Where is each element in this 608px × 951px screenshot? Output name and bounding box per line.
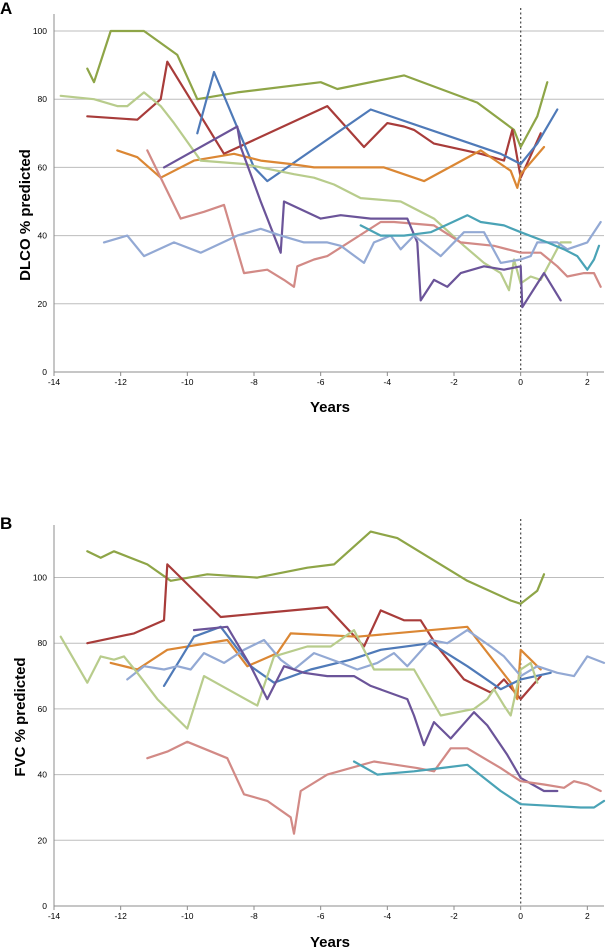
panel-b-series-line-orange bbox=[109, 625, 542, 701]
panel-a-y-tick-label: 60 bbox=[38, 162, 48, 172]
panel-b-y-tick-label: 100 bbox=[33, 573, 47, 583]
panel-b-x-tick-label: -4 bbox=[384, 911, 392, 921]
panel-b-y-tick-label: 60 bbox=[38, 704, 48, 714]
panel-b-x-tick-label: -14 bbox=[48, 911, 61, 921]
panel-b-x-tick-label: -2 bbox=[450, 911, 458, 921]
panel-b-x-tick-label: -12 bbox=[115, 911, 128, 921]
panel-a-x-tick-label: -4 bbox=[384, 377, 392, 387]
panel-a-y-tick-label: 40 bbox=[38, 231, 48, 241]
panel-a-series-line-medium-blue bbox=[196, 70, 559, 183]
panel-a-x-tick-label: -10 bbox=[181, 377, 194, 387]
panel-b-y-axis-title: FVC % predicted bbox=[12, 657, 29, 776]
panel-b-x-tick-label: -10 bbox=[181, 911, 194, 921]
panel-b-series-line-olive-green bbox=[86, 530, 546, 605]
panel-a-series-line-purple bbox=[162, 125, 562, 309]
panel-b-y-tick-label: 20 bbox=[38, 835, 48, 845]
panel-a-label: A bbox=[0, 0, 12, 18]
panel-a-x-tick-label: -8 bbox=[250, 377, 258, 387]
panel-a-x-axis-title: Years bbox=[310, 399, 350, 416]
panel-a-y-tick-label: 20 bbox=[38, 299, 48, 309]
panel-b-x-tick-label: -8 bbox=[250, 911, 258, 921]
panel-a-x-tick-label: -6 bbox=[317, 377, 325, 387]
panel-b-x-axis-title: Years bbox=[310, 934, 350, 951]
panel-b-x-tick-label: 0 bbox=[518, 911, 523, 921]
panel-a-y-tick-label: 80 bbox=[38, 94, 48, 104]
panel-a-series-line-light-blue bbox=[102, 220, 602, 264]
panel-a-x-tick-label: 2 bbox=[585, 377, 590, 387]
panel-a-x-tick-label: -2 bbox=[450, 377, 458, 387]
panel-b-series-line-dusty-rose bbox=[146, 740, 602, 835]
panel-b-y-tick-label: 0 bbox=[42, 901, 47, 911]
panel-a-x-tick-label: -14 bbox=[48, 377, 61, 387]
panel-a-series-line-teal bbox=[359, 214, 601, 271]
panel-a-dlco-chart: A DLCO % predicted Years 020406080100-14… bbox=[0, 0, 604, 416]
panel-b-series-line-dark-red bbox=[86, 563, 542, 701]
panel-b-label: B bbox=[0, 514, 12, 533]
panel-b-series-line-purple bbox=[192, 625, 559, 793]
panel-b-y-tick-label: 80 bbox=[38, 638, 48, 648]
panel-b-x-tick-label: 2 bbox=[585, 911, 590, 921]
panel-a-y-axis-title: DLCO % predicted bbox=[17, 149, 34, 281]
panel-a-x-tick-label: -12 bbox=[115, 377, 128, 387]
panel-b-x-tick-label: -6 bbox=[317, 911, 325, 921]
panel-a-series-line-orange bbox=[116, 145, 546, 189]
panel-b-series-line-light-blue bbox=[126, 628, 606, 681]
panel-a-series-line-dark-red bbox=[86, 60, 542, 179]
panel-b-y-tick-label: 40 bbox=[38, 770, 48, 780]
panel-a-series-line-olive-green bbox=[86, 29, 549, 149]
panel-b-series-line-pale-green bbox=[59, 628, 539, 730]
panel-b-series-line-teal bbox=[352, 760, 606, 809]
panel-a-series-line-pale-green bbox=[59, 91, 572, 292]
panel-b-fvc-chart: B FVC % predicted Years 020406080100-14-… bbox=[0, 514, 606, 951]
panel-a-y-tick-label: 0 bbox=[42, 367, 47, 377]
panel-a-series-line-dusty-rose bbox=[146, 149, 602, 288]
panel-a-x-tick-label: 0 bbox=[518, 377, 523, 387]
panel-a-y-tick-label: 100 bbox=[33, 26, 47, 36]
